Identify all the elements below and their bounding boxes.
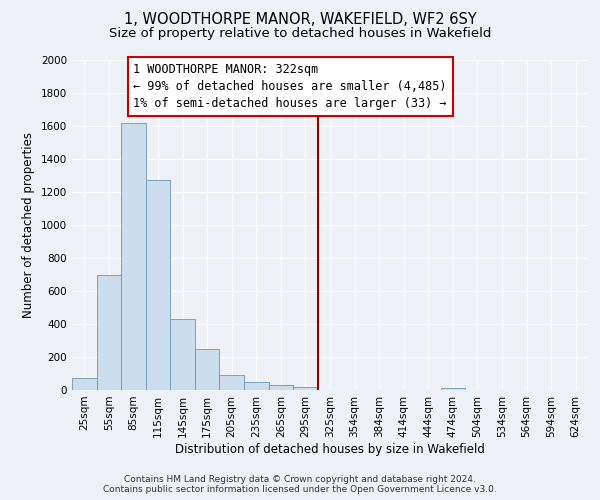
Bar	[72, 378, 97, 390]
Y-axis label: Number of detached properties: Number of detached properties	[22, 132, 35, 318]
Text: Size of property relative to detached houses in Wakefield: Size of property relative to detached ho…	[109, 28, 491, 40]
Bar	[170, 319, 195, 390]
Text: 1, WOODTHORPE MANOR, WAKEFIELD, WF2 6SY: 1, WOODTHORPE MANOR, WAKEFIELD, WF2 6SY	[124, 12, 476, 28]
Text: Contains HM Land Registry data © Crown copyright and database right 2024.
Contai: Contains HM Land Registry data © Crown c…	[103, 474, 497, 494]
Bar	[121, 122, 146, 390]
Bar	[269, 385, 293, 390]
Bar	[440, 388, 465, 390]
Bar	[244, 382, 269, 390]
Bar	[97, 276, 121, 390]
X-axis label: Distribution of detached houses by size in Wakefield: Distribution of detached houses by size …	[175, 442, 485, 456]
Bar	[220, 375, 244, 390]
Bar	[195, 349, 220, 390]
Bar	[146, 180, 170, 390]
Text: 1 WOODTHORPE MANOR: 322sqm
← 99% of detached houses are smaller (4,485)
1% of se: 1 WOODTHORPE MANOR: 322sqm ← 99% of deta…	[133, 64, 447, 110]
Bar	[293, 386, 318, 390]
